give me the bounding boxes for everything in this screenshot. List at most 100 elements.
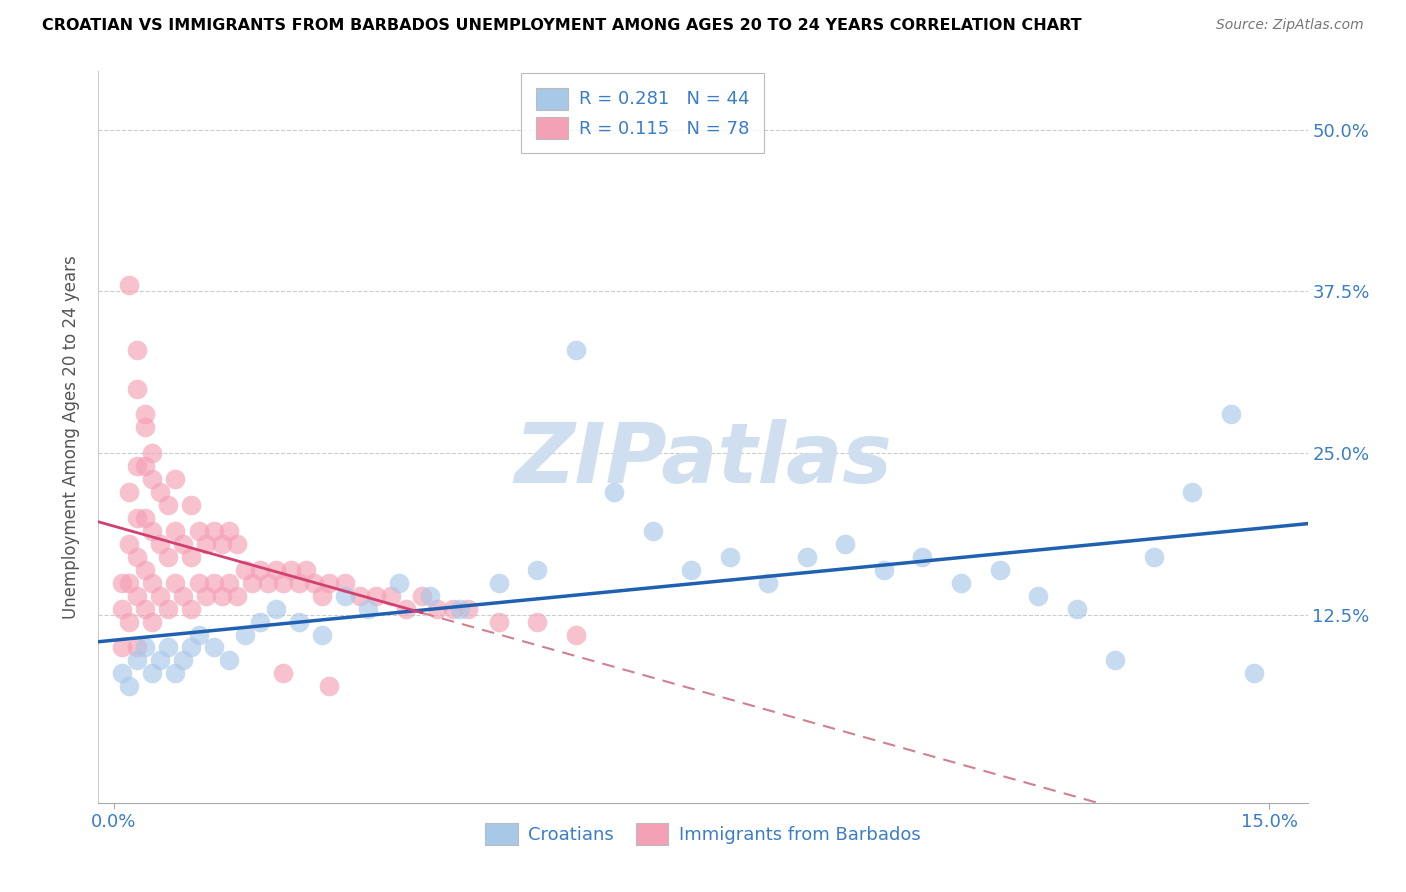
Point — [1104, 653, 1126, 667]
Point — [165, 524, 187, 538]
Point — [202, 575, 225, 590]
Point — [134, 640, 156, 655]
Point — [134, 601, 156, 615]
Point — [118, 575, 141, 590]
Point — [257, 575, 280, 590]
Point — [118, 679, 141, 693]
Point — [149, 537, 172, 551]
Point — [233, 627, 256, 641]
Point — [125, 640, 148, 655]
Point — [165, 472, 187, 486]
Point — [603, 485, 626, 500]
Point — [249, 563, 271, 577]
Point — [134, 511, 156, 525]
Point — [180, 498, 202, 512]
Point — [141, 575, 163, 590]
Point — [125, 653, 148, 667]
Point — [195, 589, 218, 603]
Point — [1219, 408, 1241, 422]
Point — [141, 446, 163, 460]
Text: ZIPatlas: ZIPatlas — [515, 418, 891, 500]
Point — [180, 601, 202, 615]
Point — [149, 589, 172, 603]
Point — [156, 640, 179, 655]
Point — [388, 575, 411, 590]
Point — [125, 382, 148, 396]
Point — [565, 627, 588, 641]
Point — [271, 666, 294, 681]
Point — [180, 549, 202, 564]
Point — [172, 653, 194, 667]
Point — [411, 589, 433, 603]
Point — [280, 563, 302, 577]
Point — [311, 589, 333, 603]
Point — [134, 459, 156, 474]
Legend: Croatians, Immigrants from Barbados: Croatians, Immigrants from Barbados — [478, 816, 928, 852]
Point — [681, 563, 703, 577]
Point — [287, 615, 309, 629]
Point — [488, 575, 510, 590]
Point — [441, 601, 464, 615]
Point — [149, 653, 172, 667]
Point — [118, 485, 141, 500]
Point — [141, 524, 163, 538]
Point — [110, 666, 132, 681]
Point — [380, 589, 402, 603]
Point — [287, 575, 309, 590]
Point — [526, 563, 548, 577]
Point — [187, 627, 209, 641]
Point — [249, 615, 271, 629]
Point — [118, 537, 141, 551]
Point — [426, 601, 449, 615]
Point — [873, 563, 896, 577]
Point — [218, 653, 240, 667]
Point — [118, 277, 141, 292]
Point — [118, 615, 141, 629]
Point — [449, 601, 471, 615]
Point — [349, 589, 371, 603]
Point — [141, 472, 163, 486]
Point — [264, 563, 287, 577]
Point — [134, 408, 156, 422]
Point — [988, 563, 1011, 577]
Point — [834, 537, 856, 551]
Point — [950, 575, 973, 590]
Point — [242, 575, 264, 590]
Point — [165, 666, 187, 681]
Point — [218, 575, 240, 590]
Point — [364, 589, 387, 603]
Point — [218, 524, 240, 538]
Point — [141, 615, 163, 629]
Point — [187, 524, 209, 538]
Point — [156, 549, 179, 564]
Point — [796, 549, 818, 564]
Point — [758, 575, 780, 590]
Point — [125, 511, 148, 525]
Point — [110, 601, 132, 615]
Point — [318, 679, 340, 693]
Point — [271, 575, 294, 590]
Point — [295, 563, 318, 577]
Point — [180, 640, 202, 655]
Point — [357, 601, 380, 615]
Point — [211, 537, 233, 551]
Point — [233, 563, 256, 577]
Point — [333, 575, 356, 590]
Point — [226, 589, 249, 603]
Point — [172, 537, 194, 551]
Point — [311, 627, 333, 641]
Point — [718, 549, 741, 564]
Point — [156, 601, 179, 615]
Point — [1181, 485, 1204, 500]
Point — [641, 524, 664, 538]
Point — [1026, 589, 1049, 603]
Text: Source: ZipAtlas.com: Source: ZipAtlas.com — [1216, 18, 1364, 32]
Point — [165, 575, 187, 590]
Point — [125, 549, 148, 564]
Point — [419, 589, 441, 603]
Point — [141, 666, 163, 681]
Point — [211, 589, 233, 603]
Point — [172, 589, 194, 603]
Point — [333, 589, 356, 603]
Point — [134, 420, 156, 434]
